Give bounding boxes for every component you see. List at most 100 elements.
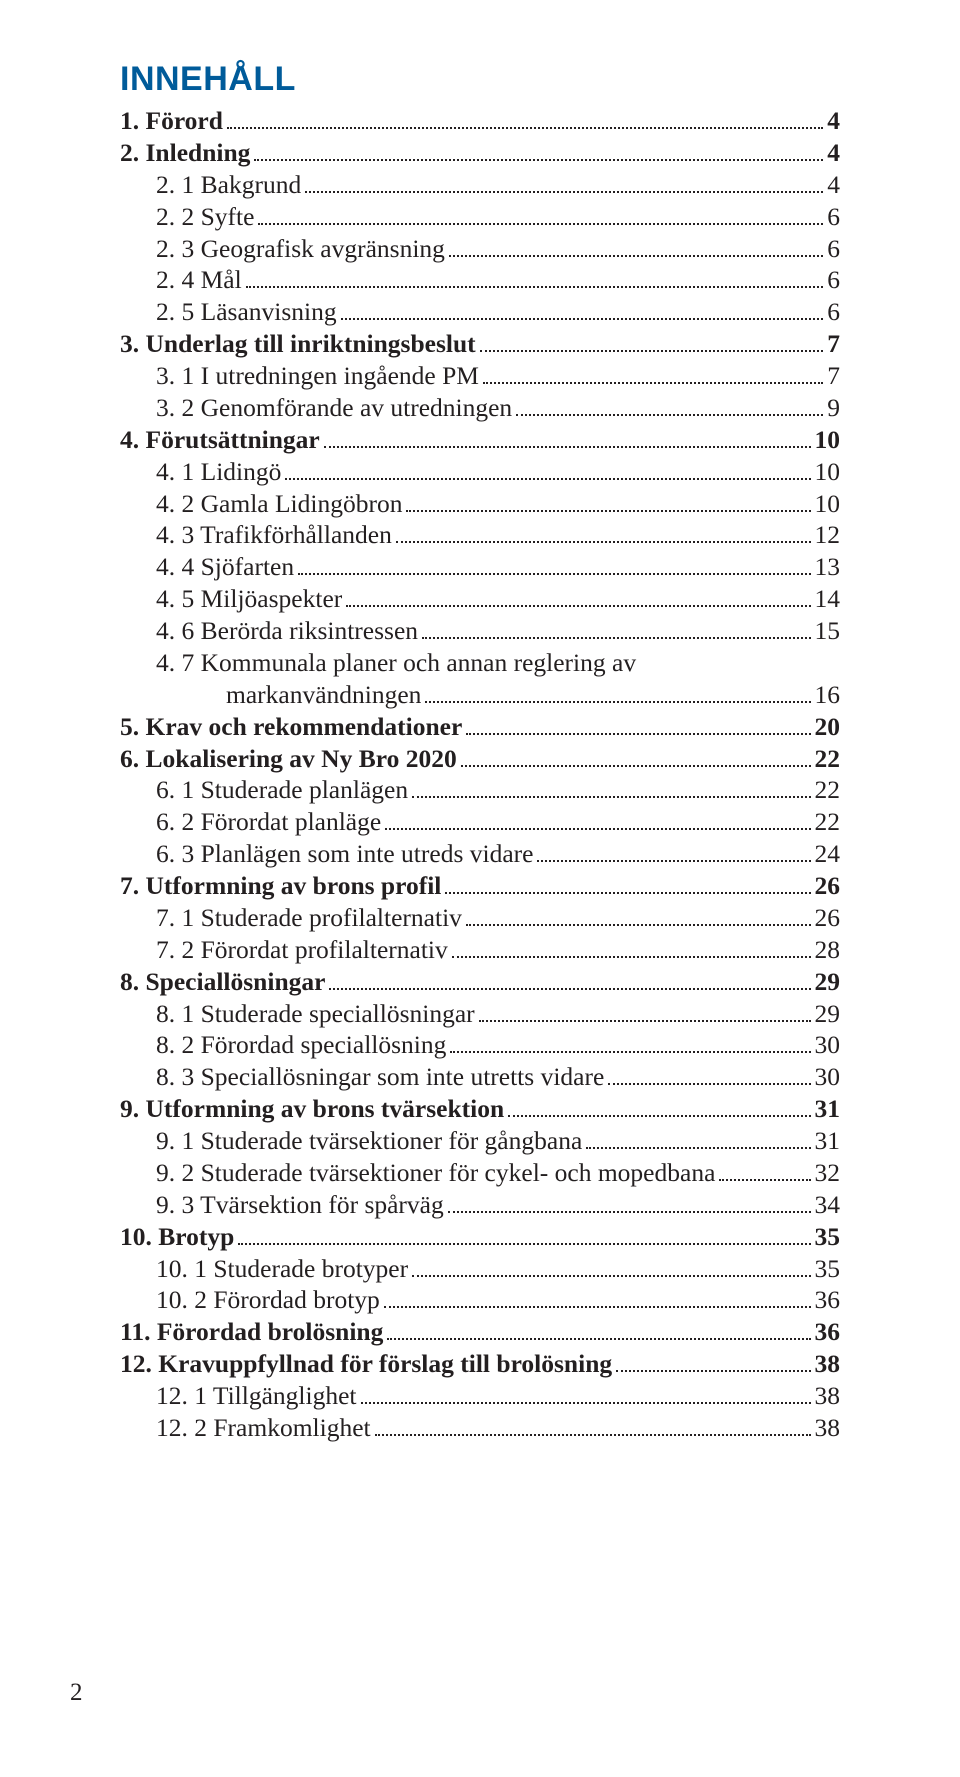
toc-entry-label: 3. 1 I utredningen ingående PM [156, 360, 479, 392]
toc-entry-page: 4 [827, 105, 840, 137]
toc-entry-label: 6. 3 Planlägen som inte utreds vidare [156, 838, 533, 870]
toc-leader [516, 399, 823, 416]
toc-leader [537, 845, 810, 862]
toc-entry-page: 9 [827, 392, 840, 424]
toc-title: INNEHÅLL [120, 60, 840, 99]
toc-entry-page: 29 [815, 966, 841, 998]
toc-entry-label: 4. 3 Trafikförhållanden [156, 519, 392, 551]
toc-entry: 8. 1 Studerade speciallösningar29 [120, 998, 840, 1030]
toc-entry-label: 8. Speciallösningar [120, 966, 325, 998]
toc-leader [406, 494, 810, 511]
toc-entry-page: 22 [815, 806, 841, 838]
toc-leader [450, 1036, 810, 1053]
toc-leader [608, 1068, 810, 1085]
toc-leader [285, 462, 810, 479]
toc-entry: 8. 3 Speciallösningar som inte utretts v… [120, 1061, 840, 1093]
toc-leader [254, 144, 823, 161]
toc-entry-page: 35 [815, 1253, 841, 1285]
toc-leader [341, 303, 824, 320]
toc-leader [412, 1259, 810, 1276]
toc-leader [396, 526, 811, 543]
toc-entry-page: 34 [815, 1189, 841, 1221]
toc-entry: 2. 3 Geografisk avgränsning6 [120, 233, 840, 265]
toc-entry-page: 31 [815, 1125, 841, 1157]
toc-entry: 7. 1 Studerade profilalternativ26 [120, 902, 840, 934]
toc-entry-label: 9. Utformning av brons tvärsektion [120, 1093, 504, 1125]
toc-entry-page: 10 [815, 488, 841, 520]
toc-entry-label: 6. 1 Studerade planlägen [156, 774, 408, 806]
toc-entry-page: 38 [815, 1380, 841, 1412]
toc-leader [483, 367, 823, 384]
toc-entry-page: 28 [815, 934, 841, 966]
toc-entry-label: 7. 2 Förordat profilalternativ [156, 934, 448, 966]
toc-entry: 10. 2 Förordad brotyp36 [120, 1284, 840, 1316]
toc-entry: 4. Förutsättningar10 [120, 424, 840, 456]
toc-entry: 9. 2 Studerade tvärsektioner för cykel- … [120, 1157, 840, 1189]
toc-entry-label: 9. 1 Studerade tvärsektioner för gångban… [156, 1125, 582, 1157]
toc-leader [452, 940, 811, 957]
toc-entry-label: 11. Förordad brolösning [120, 1316, 383, 1348]
toc-entry-label: 7. Utformning av brons profil [120, 870, 441, 902]
toc-leader [449, 239, 823, 256]
toc-leader [298, 558, 810, 575]
page: INNEHÅLL 1. Förord42. Inledning42. 1 Bak… [0, 0, 960, 1777]
toc-entry: 4. 3 Trafikförhållanden12 [120, 519, 840, 551]
toc-entry-label: 10. 1 Studerade brotyper [156, 1253, 408, 1285]
toc-leader [480, 335, 824, 352]
toc-entry: 8. 2 Förordad speciallösning30 [120, 1029, 840, 1061]
toc-leader [361, 1387, 811, 1404]
toc-entry-label: 2. 4 Mål [156, 264, 242, 296]
toc-entry-label: 7. 1 Studerade profilalternativ [156, 902, 462, 934]
toc-entry: 6. 1 Studerade planlägen22 [120, 774, 840, 806]
toc-entry-page: 38 [815, 1348, 841, 1380]
page-number: 2 [70, 1679, 83, 1707]
toc-leader [375, 1419, 811, 1436]
toc-entry-page: 7 [827, 328, 840, 360]
toc-entry-page: 35 [815, 1221, 841, 1253]
toc-entry-page: 36 [815, 1316, 841, 1348]
toc-entry: 6. 2 Förordat planläge22 [120, 806, 840, 838]
toc-entry-page: 30 [815, 1029, 841, 1061]
toc-entry-label: 3. 2 Genomförande av utredningen [156, 392, 512, 424]
toc-leader [445, 877, 810, 894]
toc-entry-label: 4. 4 Sjöfarten [156, 551, 294, 583]
toc-entry: markanvändningen16 [120, 679, 840, 711]
toc-entry: 7. 2 Förordat profilalternativ 28 [120, 934, 840, 966]
toc-leader [384, 1291, 811, 1308]
toc-entry-label: 12. 2 Framkomlighet [156, 1412, 371, 1444]
toc-leader [508, 1100, 810, 1117]
toc-leader [329, 972, 810, 989]
toc-entry-label: markanvändningen [226, 679, 421, 711]
toc-entry-page: 38 [815, 1412, 841, 1444]
toc-entry: 3. Underlag till inriktningsbeslut7 [120, 328, 840, 360]
toc-entry: 12. Kravuppfyllnad för förslag till brol… [120, 1348, 840, 1380]
toc-leader [466, 909, 811, 926]
toc-leader [479, 1004, 811, 1021]
toc-entry-page: 6 [827, 296, 840, 328]
toc-entry-page: 29 [815, 998, 841, 1030]
toc-leader [305, 175, 823, 192]
toc-entry: 3. 1 I utredningen ingående PM7 [120, 360, 840, 392]
toc-entry-label: 2. 3 Geografisk avgränsning [156, 233, 445, 265]
toc-leader [385, 813, 810, 830]
toc-leader [346, 590, 810, 607]
toc-entry: 4. 1 Lidingö10 [120, 456, 840, 488]
toc-entry-label: 12. 1 Tillgänglighet [156, 1380, 357, 1412]
toc-entry-label: 8. 3 Speciallösningar som inte utretts v… [156, 1061, 604, 1093]
toc-entry-label: 6. Lokalisering av Ny Bro 2020 [120, 743, 457, 775]
toc-entry-label: 4. 2 Gamla Lidingöbron [156, 488, 402, 520]
toc-entry-label: 12. Kravuppfyllnad för förslag till brol… [120, 1348, 612, 1380]
toc-entry: 7. Utformning av brons profil26 [120, 870, 840, 902]
toc-leader [227, 112, 823, 129]
toc-leader [246, 271, 824, 288]
toc-entry-page: 31 [815, 1093, 841, 1125]
toc-entry: 9. 1 Studerade tvärsektioner för gångban… [120, 1125, 840, 1157]
toc-entry-page: 15 [815, 615, 841, 647]
toc-entry: 12. 1 Tillgänglighet 38 [120, 1380, 840, 1412]
toc-entry-label: 2. 5 Läsanvisning [156, 296, 337, 328]
toc-entry-label: 9. 3 Tvärsektion för spårväg [156, 1189, 444, 1221]
toc-entry-label: 4. 1 Lidingö [156, 456, 281, 488]
toc-entry: 4. 4 Sjöfarten13 [120, 551, 840, 583]
toc-entry-label: 10. 2 Förordad brotyp [156, 1284, 380, 1316]
toc-entry: 2. 5 Läsanvisning 6 [120, 296, 840, 328]
